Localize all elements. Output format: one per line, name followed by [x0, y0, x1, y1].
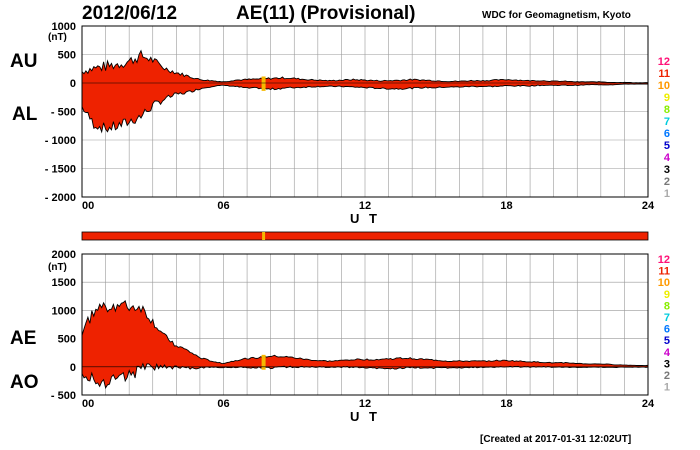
- gap-marker: [261, 354, 266, 370]
- station-legend-8: 8: [664, 300, 670, 312]
- series-line-au: [81, 49, 649, 84]
- station-legend-8: 8: [664, 104, 670, 116]
- x-tick-label: 12: [359, 200, 371, 212]
- station-coverage-band: [81, 231, 649, 241]
- unit-label-top: (nT): [48, 32, 67, 43]
- series-label-ao: AO: [10, 372, 39, 393]
- gap-marker: [261, 76, 266, 91]
- x-tick-label: 06: [217, 200, 229, 212]
- series-label-al: AL: [12, 104, 38, 125]
- station-legend-2: 2: [664, 370, 670, 382]
- y-tick-label: - 500: [51, 390, 76, 402]
- series-label-au: AU: [10, 51, 38, 72]
- x-axis-title: U T: [350, 211, 380, 226]
- station-legend-11: 11: [658, 266, 670, 278]
- series-line-ao: [81, 362, 649, 390]
- chart-title: AE(11) (Provisional): [236, 3, 416, 24]
- y-tick-label: - 1000: [45, 135, 76, 147]
- x-tick-label: 18: [500, 200, 512, 212]
- station-legend-1: 1: [664, 382, 670, 394]
- data-source: WDC for Geomagnetism, Kyoto: [482, 10, 631, 21]
- created-timestamp: [Created at 2017-01-31 12:02UT]: [480, 434, 632, 445]
- station-legend-9: 9: [664, 92, 670, 104]
- station-legend-4: 4: [664, 152, 671, 164]
- series-line-ae: [81, 299, 649, 367]
- station-legend-6: 6: [664, 128, 670, 140]
- station-legend-7: 7: [664, 116, 670, 128]
- station-legend-12: 12: [658, 254, 670, 266]
- x-tick-label: 12: [359, 398, 371, 410]
- station-legend-3: 3: [664, 164, 670, 176]
- series-line-al: [81, 83, 649, 134]
- y-tick-label: 2000: [52, 249, 76, 261]
- x-tick-label: 24: [642, 398, 655, 410]
- y-tick-label: - 1500: [45, 164, 76, 176]
- station-legend-10: 10: [658, 277, 670, 289]
- station-legend-6: 6: [664, 324, 670, 336]
- station-legend-3: 3: [664, 358, 670, 370]
- y-tick-label: 0: [70, 78, 76, 90]
- plot-frame: [81, 253, 649, 396]
- plot-frame: [81, 25, 649, 198]
- x-tick-label: 18: [500, 398, 512, 410]
- x-tick-label: 06: [217, 398, 229, 410]
- coverage-gap-marker: [262, 232, 266, 240]
- coverage-bar: [81, 231, 649, 241]
- x-axis-title: U T: [350, 409, 380, 424]
- station-legend-5: 5: [664, 335, 670, 347]
- x-tick-label: 24: [642, 200, 655, 212]
- x-tick-label: 00: [82, 398, 94, 410]
- station-legend-11: 11: [658, 68, 670, 80]
- y-tick-label: - 2000: [45, 192, 76, 204]
- y-tick-label: 0: [70, 362, 76, 374]
- x-tick-label: 00: [82, 200, 94, 212]
- y-tick-label: 1000: [52, 305, 76, 317]
- y-tick-label: 500: [58, 50, 76, 62]
- station-legend-12: 12: [658, 56, 670, 68]
- station-legend-10: 10: [658, 80, 670, 92]
- y-tick-label: - 500: [51, 107, 76, 119]
- series-label-ae: AE: [10, 328, 37, 349]
- y-tick-label: 1000: [52, 21, 76, 33]
- station-legend-9: 9: [664, 289, 670, 301]
- y-tick-label: 1500: [52, 277, 76, 289]
- envelope-fill: [82, 50, 648, 132]
- chart-date: 2012/06/12: [82, 3, 178, 24]
- station-legend-7: 7: [664, 312, 670, 324]
- station-legend-4: 4: [664, 347, 671, 359]
- station-legend-2: 2: [664, 176, 670, 188]
- station-legend-5: 5: [664, 140, 670, 152]
- station-legend-1: 1: [664, 188, 670, 200]
- unit-label-bottom: (nT): [48, 262, 67, 273]
- envelope-fill: [82, 300, 648, 388]
- y-tick-label: 500: [58, 334, 76, 346]
